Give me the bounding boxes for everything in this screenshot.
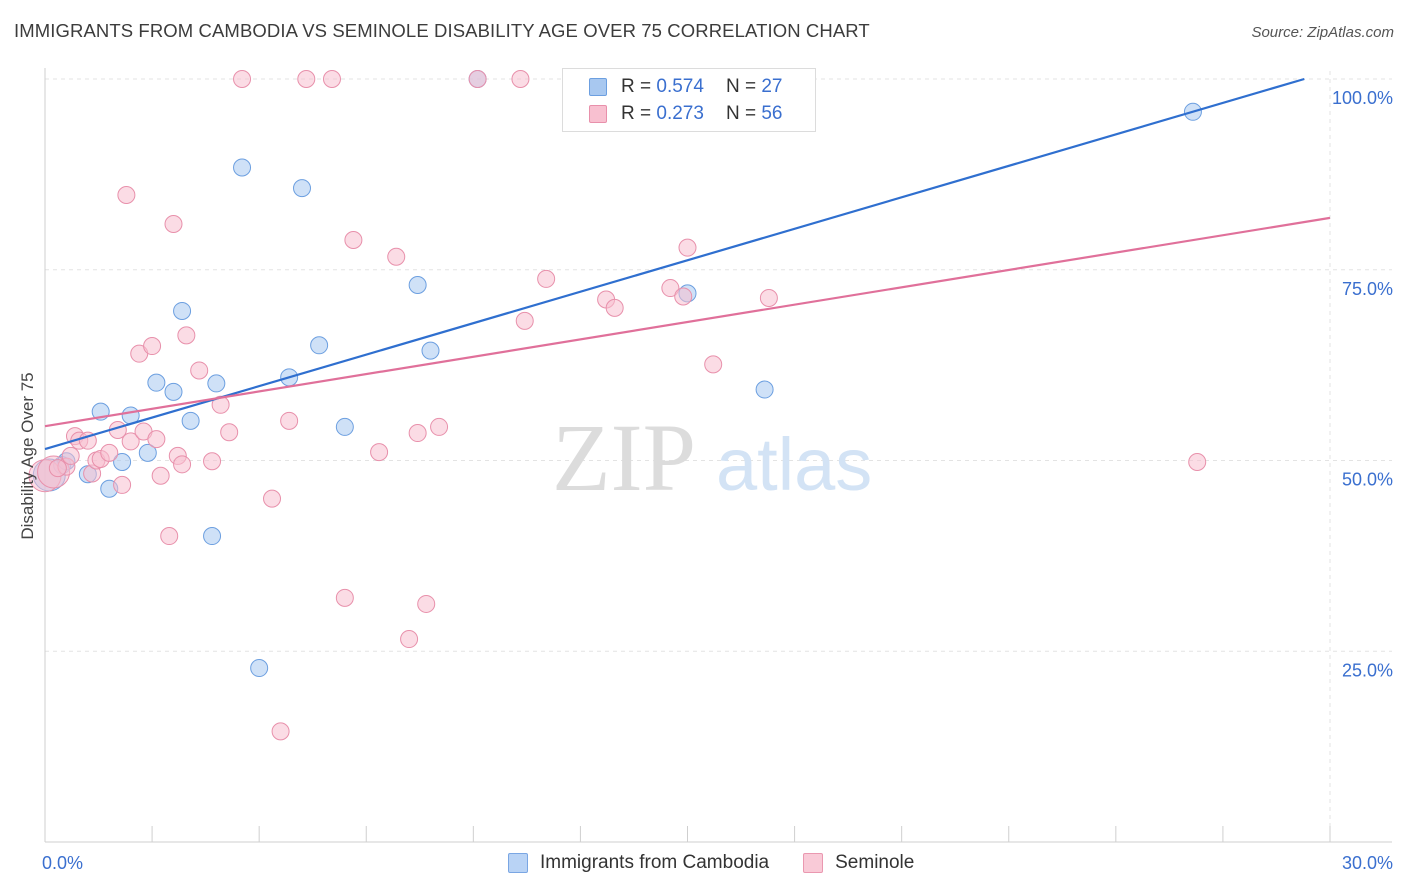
point-cambodia — [147, 373, 166, 392]
legend-r-value: 0.574 — [656, 76, 704, 97]
y-axis-title: Disability Age Over 75 — [18, 372, 37, 539]
point-seminole — [147, 430, 166, 449]
series-legend-cambodia: Immigrants from Cambodia — [508, 852, 769, 874]
point-seminole — [417, 594, 436, 613]
legend-swatch-seminole — [589, 105, 607, 123]
point-seminole — [515, 311, 534, 330]
series-swatch-cambodia — [508, 853, 528, 873]
x-tick-label: 0.0% — [42, 853, 83, 873]
point-seminole — [177, 326, 196, 345]
point-seminole — [468, 70, 487, 88]
watermark: ZIP atlas — [552, 404, 872, 511]
point-seminole — [322, 70, 341, 88]
legend-row-cambodia: R = 0.574 N = 27 — [589, 75, 782, 99]
point-seminole — [408, 424, 427, 443]
axes — [44, 68, 1392, 843]
legend-r-label: R = — [621, 103, 652, 124]
point-cambodia — [138, 443, 157, 462]
point-seminole — [335, 588, 354, 607]
series-swatch-seminole — [803, 853, 824, 873]
legend-r-value: 0.273 — [656, 103, 704, 124]
point-seminole — [678, 238, 697, 257]
point-cambodia — [181, 411, 200, 430]
point-seminole — [113, 475, 132, 494]
point-cambodia — [164, 382, 183, 401]
legend-n-label: N = — [725, 76, 757, 97]
point-cambodia — [335, 417, 354, 436]
point-seminole — [173, 455, 192, 474]
y-tick-label: 100.0% — [1332, 88, 1393, 108]
chart-title: IMMIGRANTS FROM CAMBODIA VS SEMINOLE DIS… — [14, 20, 870, 41]
point-cambodia — [233, 158, 252, 177]
series-legend-seminole: Seminole — [803, 852, 914, 874]
legend-n-value: 27 — [761, 76, 783, 97]
point-cambodia — [207, 374, 226, 393]
point-seminole — [211, 395, 230, 414]
point-seminole — [164, 214, 183, 233]
watermark-atlas: atlas — [716, 423, 872, 506]
tick-labels: 25.0% 50.0% 75.0% 100.0% 0.0% 30.0% — [42, 88, 1393, 873]
legend-swatch-cambodia — [589, 78, 607, 96]
point-seminole — [263, 489, 282, 508]
point-seminole — [220, 423, 239, 442]
point-cambodia — [173, 301, 192, 320]
point-cambodia — [293, 179, 311, 198]
point-seminole — [759, 288, 778, 307]
point-seminole — [511, 70, 530, 88]
point-seminole — [1188, 453, 1207, 472]
point-seminole — [387, 247, 406, 266]
y-tick-label: 50.0% — [1342, 470, 1393, 490]
point-cambodia — [310, 336, 329, 355]
point-seminole — [78, 431, 97, 450]
point-seminole — [537, 269, 556, 288]
point-seminole — [160, 527, 179, 546]
x-tick-label: 30.0% — [1342, 853, 1393, 873]
point-seminole — [605, 298, 624, 317]
trend-lines — [44, 77, 1331, 451]
point-seminole — [280, 411, 299, 430]
point-seminole — [61, 446, 80, 465]
data-points — [28, 70, 1207, 741]
legend-r-label: R = — [621, 76, 652, 97]
point-cambodia — [113, 453, 132, 472]
point-cambodia — [408, 276, 427, 295]
point-seminole — [297, 70, 316, 88]
y-tick-label: 25.0% — [1342, 660, 1393, 680]
legend-n-value: 56 — [761, 103, 783, 124]
point-cambodia — [421, 341, 440, 360]
y-tick-label: 75.0% — [1342, 279, 1393, 299]
point-seminole — [704, 355, 723, 374]
point-seminole — [400, 630, 419, 649]
series-label-cambodia: Immigrants from Cambodia — [540, 852, 770, 873]
trend-line-seminole — [44, 216, 1331, 428]
legend-n-label: N = — [725, 103, 757, 124]
series-legend: Immigrants from Cambodia Seminole — [508, 852, 948, 874]
point-seminole — [143, 337, 162, 356]
trend-line-cambodia — [44, 77, 1305, 451]
watermark-zip: ZIP — [552, 404, 696, 511]
point-seminole — [121, 432, 140, 451]
point-cambodia — [755, 380, 774, 399]
point-seminole — [48, 459, 67, 478]
source-label: Source: ZipAtlas.com — [1251, 24, 1394, 41]
point-seminole — [271, 722, 290, 741]
point-cambodia — [203, 527, 222, 546]
point-seminole — [370, 443, 389, 462]
point-seminole — [344, 230, 363, 249]
grid-lines — [45, 71, 1392, 842]
point-seminole — [100, 443, 119, 462]
point-seminole — [661, 279, 680, 298]
legend-row-seminole: R = 0.273 N = 56 — [589, 102, 782, 126]
series-label-seminole: Seminole — [835, 852, 915, 873]
point-seminole — [203, 452, 222, 471]
point-seminole — [430, 417, 449, 436]
correlation-legend: R = 0.574 N = 27 R = 0.273 N = 56 — [562, 68, 816, 132]
point-seminole — [674, 287, 693, 306]
point-seminole — [233, 70, 252, 88]
point-seminole — [117, 185, 136, 204]
point-seminole — [151, 466, 170, 485]
point-seminole — [190, 361, 209, 380]
point-cambodia — [250, 659, 269, 678]
